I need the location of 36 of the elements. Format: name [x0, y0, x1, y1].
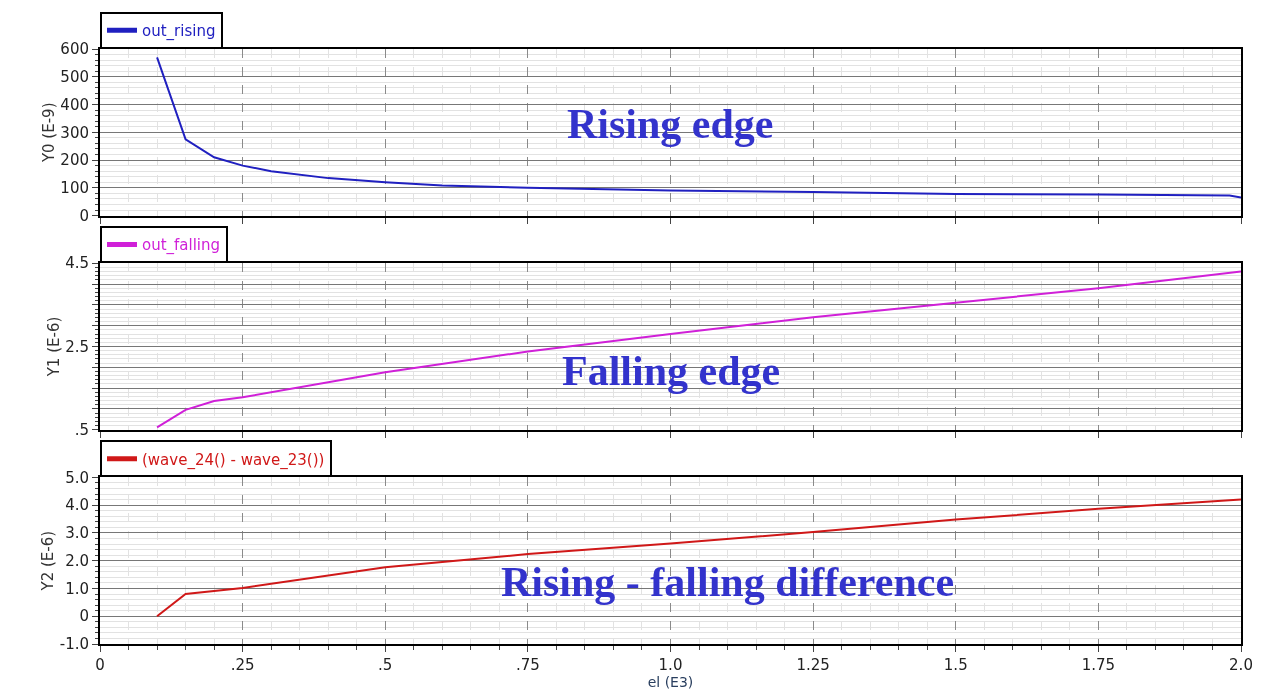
legend-label: out_rising: [142, 22, 216, 42]
x-axis-title: el (E3): [647, 674, 694, 690]
x-tick-label: .5: [378, 656, 393, 674]
y-tick-label: 2.0: [65, 551, 89, 570]
x-tick-label: .25: [230, 656, 255, 674]
y-tick-label: -1.0: [59, 635, 89, 654]
y-axis-title: Y0 (E-9): [40, 102, 59, 164]
line-series: [156, 498, 1241, 618]
y-tick-label: 2.5: [65, 337, 89, 356]
y-tick-label: 3.0: [65, 524, 89, 543]
x-tick-label: 1.0: [658, 656, 683, 674]
x-tick-label: 1.75: [1081, 656, 1116, 674]
y-tick-label: .5: [74, 421, 89, 440]
y-tick-label: 500: [60, 68, 89, 87]
line-series: [156, 270, 1241, 429]
y-tick-label: 200: [60, 151, 89, 170]
x-tick-label: 0: [95, 656, 105, 674]
y-tick-label: 4.0: [65, 496, 89, 515]
y-tick-label: 4.5: [65, 254, 89, 273]
legend-label: (wave_24() - wave_23()): [142, 450, 325, 470]
y-tick-label: 300: [60, 123, 89, 142]
y-tick-label: 400: [60, 95, 89, 114]
y-axis-title: Y1 (E-6): [44, 316, 63, 378]
y-tick-label: 600: [60, 40, 89, 59]
x-tick-label: 1.25: [796, 656, 830, 674]
y-axis-title: Y2 (E-6): [39, 530, 58, 592]
legend-label: out_falling: [142, 236, 221, 256]
y-tick-label: 0: [79, 206, 89, 225]
x-tick-label: 2.0: [1229, 656, 1253, 674]
y-tick-label: 1.0: [65, 579, 89, 598]
y-tick-label: 100: [60, 179, 89, 198]
x-tick-label: .75: [515, 656, 540, 674]
y-tick-label: 0: [79, 607, 89, 626]
y-tick-label: 5.0: [65, 468, 89, 487]
line-series: [156, 56, 1241, 199]
x-tick-label: 1.5: [943, 656, 968, 674]
